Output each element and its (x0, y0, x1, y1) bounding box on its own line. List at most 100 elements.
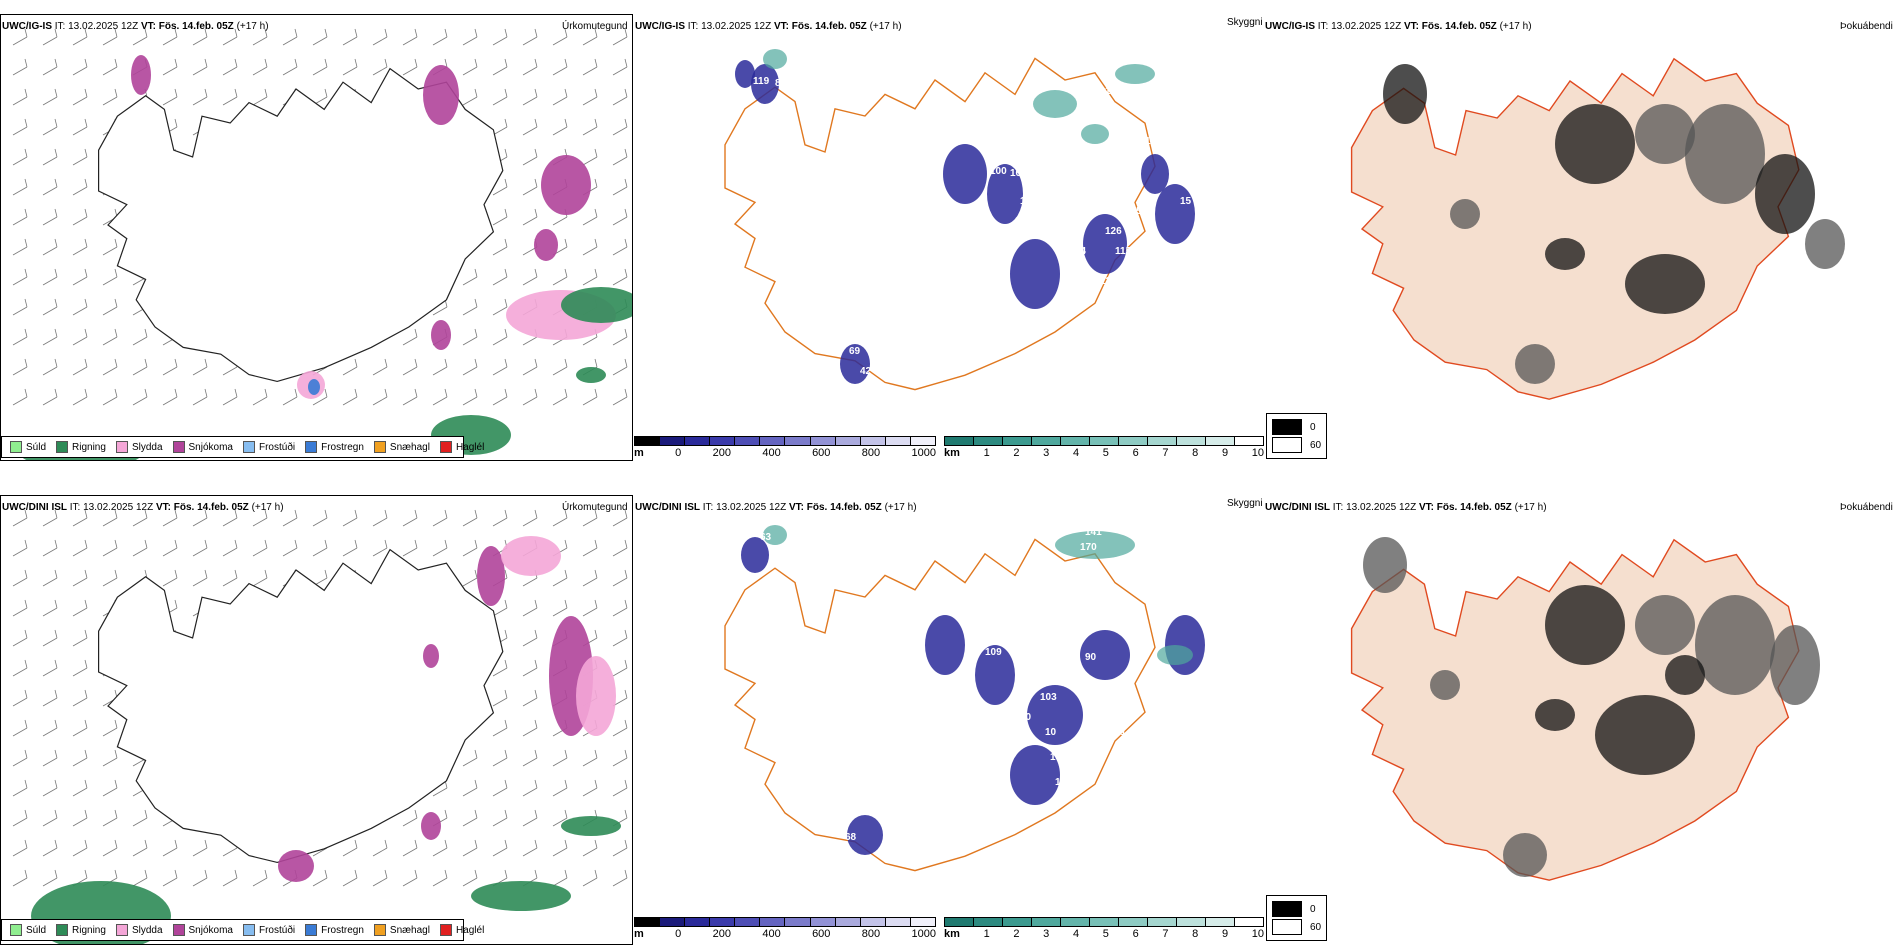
ceiling-value-label: 152 (1050, 752, 1067, 763)
wind-barb (42, 659, 58, 677)
low-visibility-area (1115, 64, 1155, 84)
wind-barb (162, 88, 178, 106)
colorbar-tick: 7 (1162, 447, 1169, 459)
colorbar-tick: 200 (712, 928, 731, 940)
ceiling-value-label: 126 (1145, 136, 1162, 147)
low-ceiling-area (1010, 239, 1060, 309)
colorbar-segment (685, 918, 711, 926)
fog-legend-item: 60 (1272, 436, 1321, 454)
ceiling-value-label: 112 (1085, 747, 1102, 758)
legend-swatch (242, 441, 255, 453)
wind-barb (462, 569, 478, 587)
ceiling-colorbar-swatches (634, 436, 936, 446)
ceiling-value-label: 34 (850, 857, 862, 868)
legend-swatch (305, 441, 318, 453)
colorbar-segment (710, 918, 736, 926)
header-row1-vis: UWC/IG-IS IT: 13.02.2025 12Z VT: Fös. 14… (635, 21, 902, 32)
ceiling-value-label: 205 (1045, 146, 1062, 157)
wind-barb (222, 58, 238, 76)
wind-barb (582, 599, 598, 617)
legend-label: Rigning (72, 924, 106, 936)
legend-item-7: Haglél (439, 441, 484, 453)
legend-item-1: Rigning (56, 924, 106, 936)
colorbar-tick: 800 (861, 928, 881, 940)
wind-barb (192, 509, 208, 527)
legend-label: Frostúði (258, 924, 296, 936)
legend-swatch (56, 924, 69, 936)
wind-barb (72, 58, 88, 76)
vis-colorbar-ticks: km 1 2 3 4 5 6 7 8 9 10 (944, 928, 1264, 940)
snow-area (541, 155, 591, 215)
legend-item-1: Rigning (56, 441, 106, 453)
header-row2-precip: UWC/DINI ISL IT: 13.02.2025 12Z VT: Fös.… (2, 502, 284, 513)
wind-barb (492, 749, 508, 767)
ceiling-value-label: 127 (1115, 572, 1132, 583)
wind-barb (372, 358, 388, 376)
low-ceiling-area (741, 537, 769, 573)
wind-barb (492, 268, 508, 286)
ceiling-colorbar-row1: m 0 200 400 600 800 1000 (634, 436, 936, 459)
wind-barb (12, 659, 28, 677)
wind-barb (102, 809, 118, 827)
fog-map-svg-row2 (1265, 495, 1900, 942)
low-visibility-area (1033, 90, 1077, 118)
precip-legend-row1: Súld Rigning Slydda Snjókoma Frostúði Frostre… (1, 436, 484, 458)
colorbar-tick: 400 (762, 447, 781, 459)
wind-barb (582, 749, 598, 767)
fog-area (1430, 670, 1460, 700)
wind-barb (342, 509, 358, 527)
wind-barb (342, 539, 358, 557)
snow-area (423, 644, 439, 668)
wind-barb (282, 539, 298, 557)
wind-barb (12, 298, 28, 316)
wind-barb (522, 839, 538, 857)
wind-barb (522, 719, 538, 737)
ceiling-value-label: 14 (1075, 246, 1087, 257)
wind-barb (42, 388, 58, 406)
wind-barb (612, 629, 628, 647)
wind-barb (492, 809, 508, 827)
fog-legend-label: 60 (1310, 921, 1322, 933)
legend-swatch (115, 441, 128, 453)
wind-barb (462, 869, 478, 887)
low-ceiling-area (1165, 615, 1205, 675)
colorbar-tick: 5 (1102, 447, 1109, 459)
colorbar-segment (735, 918, 761, 926)
wind-barb (132, 28, 148, 46)
ceiling-value-label: 68 (845, 832, 857, 843)
wind-barb (552, 358, 568, 376)
wind-barb (522, 58, 538, 76)
colorbar-segment (1177, 437, 1206, 445)
ceiling-colorbar-ticks: m 0 200 400 600 800 1000 (634, 447, 936, 459)
wind-barb (42, 749, 58, 767)
ceiling-value-label: 130 (1100, 276, 1117, 287)
precip-type-map-row2: Súld Rigning Slydda Snjókoma Frostúði Frostre… (0, 495, 633, 945)
wind-barb (462, 539, 478, 557)
wind-barb (492, 388, 508, 406)
wind-barb (492, 659, 508, 677)
wind-barb (282, 28, 298, 46)
header-row1-precip: UWC/IG-IS IT: 13.02.2025 12Z VT: Fös. 14… (2, 21, 269, 32)
wind-barb (162, 388, 178, 406)
sleet-area (501, 536, 561, 576)
wind-barb (522, 178, 538, 196)
wind-barb (612, 148, 628, 166)
ceiling-value-label: 170 (1080, 542, 1097, 553)
ceiling-value-label: 168 (1125, 557, 1142, 568)
wind-barb (132, 839, 148, 857)
ceiling-value-label: 42 (860, 366, 872, 377)
wind-barb (612, 779, 628, 797)
wind-barb (402, 58, 418, 76)
ceiling-value-label: 126 (1105, 226, 1122, 237)
colorbar-tick: 9 (1221, 928, 1229, 940)
wind-barb (342, 869, 358, 887)
wind-barb (462, 358, 478, 376)
wind-barb (522, 148, 538, 166)
ceiling-value-label: 82 (775, 552, 787, 563)
ceiling-value-label: 82 (1205, 607, 1217, 618)
wind-barb (522, 689, 538, 707)
wind-barb (522, 88, 538, 106)
colorbar-segment (1003, 918, 1032, 926)
fog-area (1535, 699, 1575, 731)
legend-label: Snjókoma (188, 924, 233, 936)
